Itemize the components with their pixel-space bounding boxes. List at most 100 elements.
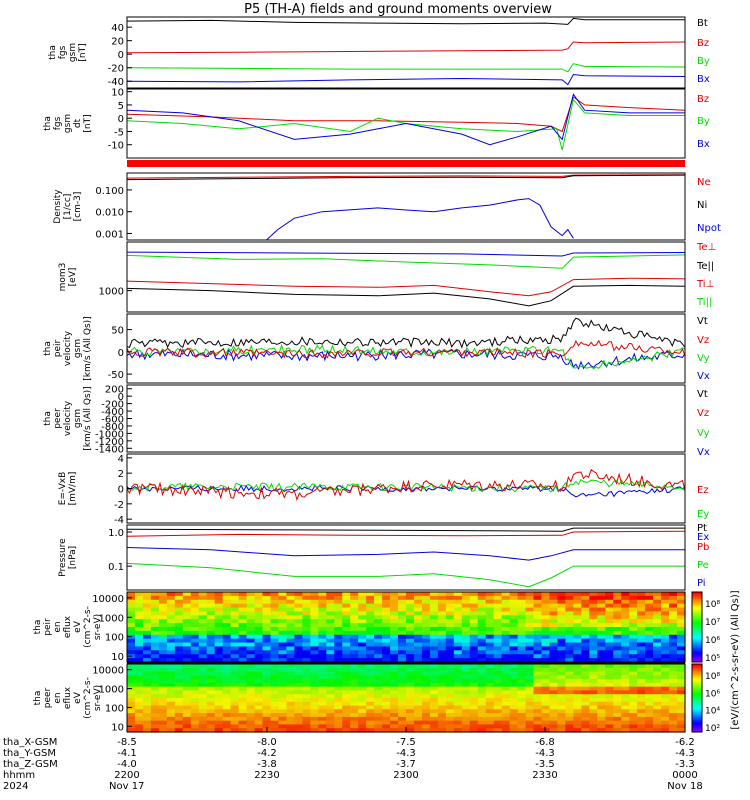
heatmap-cell (637, 679, 646, 684)
heatmap-cell (477, 592, 487, 597)
ylabel-line: [mV/m] (68, 472, 78, 506)
heatmap-cell (150, 713, 160, 718)
heatmap-cell (214, 690, 224, 695)
y-tick-label: 10000 (92, 666, 124, 677)
heatmap-cell (421, 667, 431, 673)
heatmap-cell (485, 705, 495, 710)
heatmap-cell (541, 623, 551, 628)
heatmap-cell (174, 650, 184, 655)
heatmap-cell (677, 667, 686, 673)
heatmap-cell (437, 623, 447, 628)
heatmap-cell (661, 667, 670, 673)
colorbar-segment (692, 699, 702, 702)
heatmap-cell (158, 603, 168, 609)
heatmap-cell (661, 701, 670, 707)
heatmap-cell (374, 638, 383, 644)
heatmap-cell (406, 658, 415, 663)
heatmap-cell (613, 592, 622, 597)
heatmap-cell (254, 646, 264, 651)
heatmap-cell (302, 667, 311, 673)
heatmap-cell (326, 701, 335, 707)
heatmap-cell (182, 650, 192, 655)
heatmap-cell (421, 671, 431, 676)
heatmap-cell (541, 650, 551, 655)
heatmap-cell (629, 623, 638, 628)
heatmap-cell (286, 667, 295, 673)
heatmap-cell (318, 698, 327, 703)
y-tick-label: 0 (118, 485, 124, 496)
heatmap-cell (541, 724, 551, 729)
heatmap-cell (334, 667, 343, 673)
heatmap-cell (142, 603, 152, 609)
heatmap-cell (677, 701, 686, 707)
heatmap-cell (190, 619, 200, 624)
heatmap-cell (406, 595, 415, 601)
heatmap-cell (198, 709, 208, 714)
heatmap-cell (318, 623, 327, 628)
heatmap-cell (629, 664, 638, 669)
heatmap-cell (150, 623, 160, 628)
heatmap-cell (589, 720, 598, 726)
heatmap-cell (230, 658, 240, 663)
heatmap-cell (485, 679, 495, 684)
heatmap-cell (677, 611, 686, 616)
heatmap-cell (517, 615, 527, 620)
heatmap-cell (669, 603, 678, 609)
heatmap-cell (565, 701, 574, 707)
heatmap-cell (669, 728, 678, 733)
heatmap-cell (549, 607, 559, 613)
heatmap-cell (254, 682, 264, 688)
heatmap-cell (406, 654, 415, 659)
heatmap-cell (166, 634, 176, 640)
heatmap-cell (182, 705, 192, 710)
heatmap-cell (645, 607, 654, 613)
heatmap-cell (637, 675, 646, 680)
heatmap-cell (142, 713, 152, 718)
colorbar-segment (692, 672, 702, 675)
colorbar-tick: 10⁴ (705, 707, 720, 717)
heatmap-cell (127, 690, 136, 695)
heatmap-cell (342, 615, 351, 620)
heatmap-cell (270, 599, 280, 605)
heatmap-cell (406, 694, 415, 699)
heatmap-cell (573, 716, 582, 722)
heatmap-cell (485, 664, 495, 669)
heatmap-cell (669, 724, 678, 729)
heatmap-cell (158, 720, 168, 726)
heatmap-cell (469, 679, 479, 684)
heatmap-cell (166, 664, 176, 669)
heatmap-cell (206, 623, 216, 628)
heatmap-cell (398, 592, 407, 597)
heatmap-cell (262, 599, 272, 605)
heatmap-cell (549, 690, 559, 695)
y-tick-label: -20 (108, 64, 124, 75)
heatmap-cell (581, 615, 590, 620)
heatmap-cell (541, 705, 551, 710)
heatmap-cell (581, 701, 590, 707)
heatmap-cell (621, 615, 630, 620)
heatmap-cell (326, 667, 335, 673)
heatmap-cell (453, 592, 463, 597)
heatmap-cell (334, 642, 343, 648)
heatmap-cell (150, 650, 160, 655)
heatmap-cell (557, 611, 567, 616)
panel-frame (126, 16, 686, 89)
panel-ylabel: thapeirvelocitygsm[km/s (All Qs)] (43, 316, 93, 380)
heatmap-cell (398, 599, 407, 605)
heatmap-cell (653, 679, 662, 684)
heatmap-cell (645, 671, 654, 676)
heatmap-cell (565, 728, 574, 733)
heatmap-cell (198, 686, 208, 692)
heatmap-cell (629, 686, 638, 692)
heatmap-cell (629, 627, 638, 632)
heatmap-cell (413, 675, 423, 680)
heatmap-cell (477, 623, 487, 628)
heatmap-cell (350, 679, 359, 684)
heatmap-cell (158, 619, 168, 624)
heatmap-cell (358, 595, 367, 601)
heatmap-cell (390, 615, 399, 620)
heatmap-cell (302, 630, 311, 636)
heatmap-cell (541, 682, 551, 688)
heatmap-cell (134, 646, 144, 651)
